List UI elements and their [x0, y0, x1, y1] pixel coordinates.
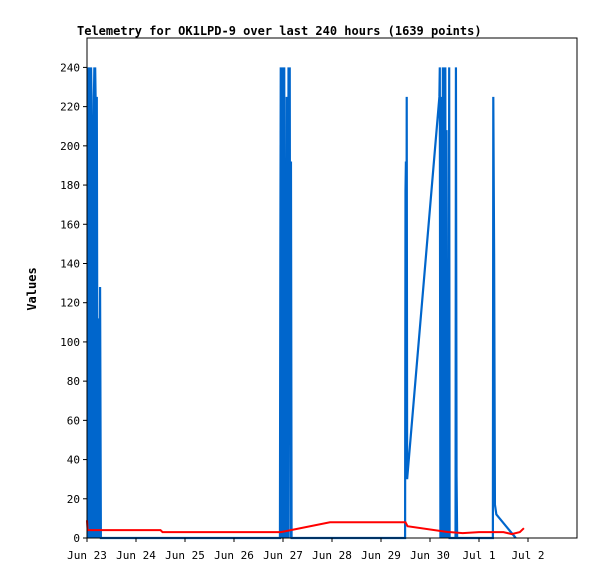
plot-frame — [86, 37, 578, 539]
x-tick-label: Jun 29 — [361, 549, 401, 562]
chart-title: Telemetry for OK1LPD-9 over last 240 hou… — [77, 24, 482, 38]
x-tick-label: Jul 2 — [511, 549, 544, 562]
x-tick-label: Jun 24 — [116, 549, 156, 562]
y-tick-label: 100 — [60, 336, 80, 349]
series-layer — [86, 67, 525, 540]
y-tick-label: 120 — [60, 297, 80, 310]
y-axis: 0 20 40 60 80 100 120 140 160 180 200 220 240 — [60, 61, 87, 545]
x-tick-label: Jun 28 — [312, 549, 352, 562]
x-tick-label: Jun 26 — [214, 549, 254, 562]
y-tick-label: 40 — [67, 454, 80, 467]
x-tick-label: Jun 30 — [410, 549, 450, 562]
y-tick-label: 220 — [60, 101, 80, 114]
y-tick-label: 0 — [73, 532, 80, 545]
y-tick-label: 160 — [60, 218, 80, 231]
y-tick-label: 60 — [67, 414, 80, 427]
x-tick-label: Jul 1 — [462, 549, 495, 562]
y-tick-label: 140 — [60, 257, 80, 270]
y-tick-label: 240 — [60, 61, 80, 74]
y-tick-label: 80 — [67, 375, 80, 388]
x-axis: Jun 23 Jun 24 Jun 25 Jun 26 Jun 27 Jun 28 Jun … — [67, 538, 545, 562]
y-axis-label: Values — [25, 267, 39, 310]
series-line-red — [86, 520, 525, 536]
series-line-blue — [86, 67, 517, 540]
x-tick-label: Jun 25 — [165, 549, 205, 562]
y-tick-label: 20 — [67, 493, 80, 506]
x-tick-label: Jun 23 — [67, 549, 107, 562]
y-tick-label: 200 — [60, 140, 80, 153]
y-tick-label: 180 — [60, 179, 80, 192]
x-tick-label: Jun 27 — [263, 549, 303, 562]
